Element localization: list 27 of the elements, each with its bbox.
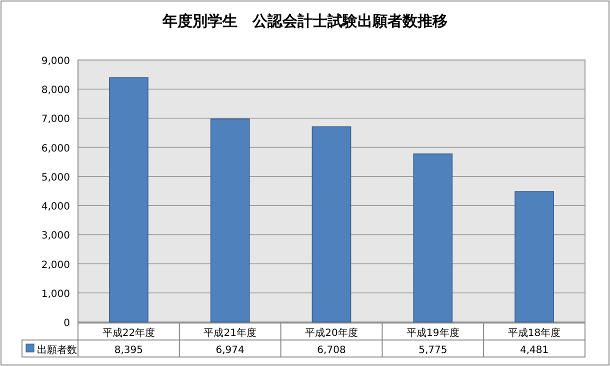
data-label: 8,395: [114, 345, 144, 356]
y-tick-label: 7,000: [41, 114, 70, 126]
data-label: 4,481: [520, 345, 549, 356]
y-tick-label: 2,000: [41, 260, 70, 271]
x-tick-label: 平成18年度: [508, 327, 561, 339]
y-tick-label: 3,000: [41, 230, 70, 242]
x-tick-label: 平成19年度: [406, 327, 460, 339]
bar: [413, 153, 453, 322]
data-label: 5,775: [418, 345, 448, 356]
legend-label: 出願者数: [37, 344, 77, 356]
chart-title: 年度別学生 公認会計士試験出願者数推移: [162, 12, 448, 30]
bar: [109, 77, 148, 322]
data-label: 6,974: [216, 345, 244, 356]
data-label: 6,708: [317, 345, 346, 356]
x-tick-label: 平成20年度: [305, 327, 358, 339]
bar: [312, 126, 352, 322]
y-tick-label: 9,000: [41, 56, 70, 67]
bar: [514, 191, 554, 322]
x-tick-label: 平成22年度: [102, 327, 156, 339]
y-tick-label: 8,000: [41, 85, 70, 96]
y-tick-label: 4,000: [41, 202, 70, 213]
x-tick-label: 平成21年度: [204, 327, 256, 339]
bar: [210, 118, 250, 322]
y-tick-label: 1,000: [41, 288, 70, 300]
y-tick-label: 0: [64, 318, 70, 329]
y-tick-label: 6,000: [41, 143, 70, 154]
y-tick-label: 5,000: [41, 172, 70, 184]
